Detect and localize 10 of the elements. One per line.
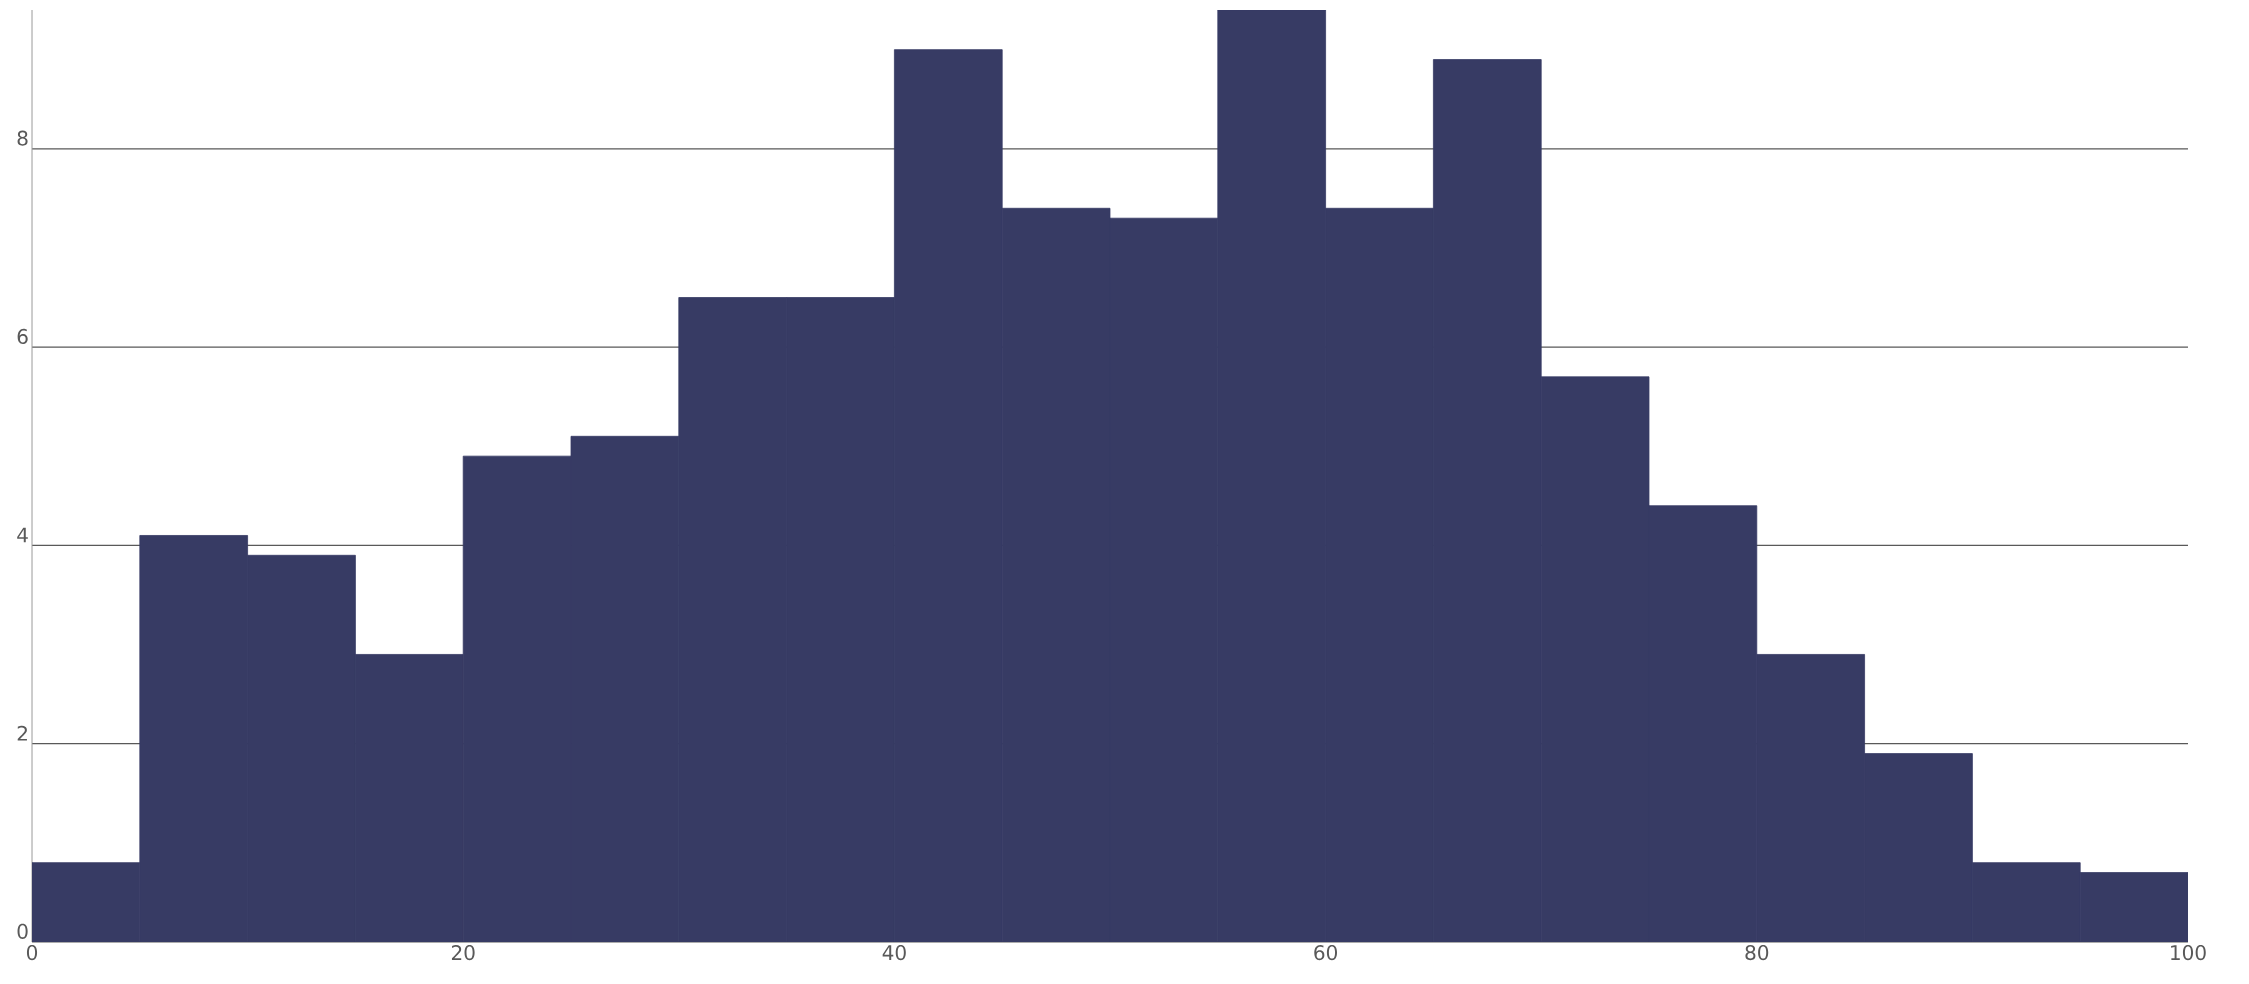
y-tick-label: 4	[17, 527, 28, 543]
x-tick-label: 40	[882, 945, 906, 961]
x-tick-label: 60	[1314, 945, 1338, 961]
y-tick-label: 6	[17, 328, 28, 345]
y-tick-label: 0	[17, 923, 28, 939]
x-tick-label: 100	[2171, 945, 2206, 961]
y-tick-label: 2	[17, 725, 27, 741]
x-tick-label: 80	[1745, 945, 1769, 961]
x-tick-label: 20	[451, 945, 475, 961]
y-tick-label: 8	[17, 130, 28, 146]
